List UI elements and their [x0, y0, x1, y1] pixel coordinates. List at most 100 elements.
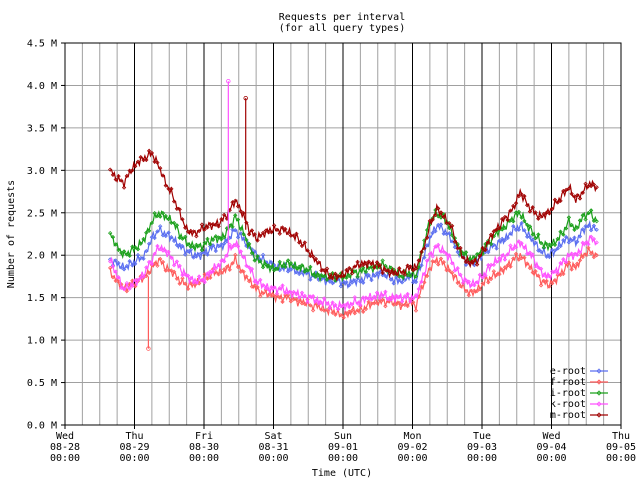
- x-tick-label-0-time: 00:00: [50, 453, 80, 464]
- f-root-point: [438, 256, 444, 261]
- m-root-point: [110, 172, 116, 178]
- f-root-point: [169, 268, 174, 273]
- f-root-point: [219, 270, 224, 275]
- f-root-point: [533, 269, 538, 274]
- series-layer: [108, 78, 599, 351]
- i-root-point: [360, 265, 366, 270]
- f-root-point: [402, 302, 408, 308]
- f-root-point: [569, 267, 574, 272]
- e-root-point: [586, 223, 591, 229]
- m-root-point: [594, 185, 599, 190]
- m-root-point: [235, 204, 241, 209]
- e-root-point: [486, 250, 491, 255]
- f-root-point: [522, 255, 527, 260]
- e-root-point: [547, 254, 552, 260]
- i-root-point: [196, 243, 202, 248]
- f-root-point: [374, 300, 380, 306]
- k-root-point: [369, 297, 374, 302]
- i-root-point: [180, 236, 185, 241]
- f-root-point: [433, 259, 438, 264]
- e-root-point: [260, 252, 266, 258]
- m-root-point: [294, 231, 299, 236]
- m-root-point: [541, 211, 547, 217]
- i-root-point: [152, 211, 157, 216]
- m-root-point: [447, 221, 452, 226]
- k-root-point: [158, 246, 163, 252]
- m-root-point: [160, 173, 166, 178]
- k-root-point: [213, 265, 218, 271]
- m-root-point: [216, 224, 221, 229]
- e-root-point: [438, 222, 444, 227]
- i-root-point: [238, 226, 244, 232]
- e-root-point: [424, 243, 430, 248]
- m-root-point: [202, 227, 207, 232]
- f-root-point: [516, 257, 522, 262]
- x-tick-label-8-day: Thu: [612, 431, 630, 442]
- y-tick-label-9: 4.5 M: [27, 39, 57, 50]
- f-root-point: [505, 263, 510, 268]
- f-root-point: [174, 276, 180, 281]
- k-root-point: [594, 240, 599, 245]
- m-root-point: [297, 240, 302, 245]
- f-root-point: [213, 269, 218, 275]
- i-root-point: [113, 242, 118, 247]
- m-root-point: [238, 209, 244, 214]
- f-root-point: [561, 271, 566, 277]
- m-root-point: [130, 168, 135, 173]
- e-root-point: [347, 282, 352, 288]
- k-root-point: [110, 264, 116, 269]
- f-root-point: [594, 253, 599, 258]
- m-root-point: [519, 192, 524, 197]
- k-root-point: [463, 278, 469, 283]
- i-root-point: [260, 265, 266, 270]
- y-tick-label-7: 3.5 M: [27, 123, 57, 134]
- x-tick-label-1-date: 08-29: [119, 442, 149, 453]
- e-root-point: [372, 273, 377, 278]
- k-root-point: [563, 259, 569, 265]
- f-root-point: [280, 299, 285, 304]
- e-root-point: [422, 255, 427, 260]
- f-root-point: [366, 299, 371, 305]
- e-root-point: [177, 242, 182, 247]
- e-root-point: [135, 252, 141, 258]
- k-root-point: [358, 302, 363, 308]
- i-root-point: [149, 220, 155, 226]
- legend-marker-m-root: [596, 412, 602, 418]
- e-root-point: [580, 227, 585, 232]
- m-root-point: [149, 150, 155, 156]
- m-root-point: [413, 266, 419, 271]
- k-root-point: [249, 266, 255, 272]
- m-root-point: [441, 214, 446, 220]
- k-root-point: [555, 270, 560, 276]
- k-root-point: [436, 242, 441, 248]
- e-root-point: [127, 259, 132, 264]
- f-root-point: [422, 280, 427, 285]
- i-root-point: [221, 235, 227, 240]
- m-root-series: [108, 148, 599, 281]
- e-root-point: [344, 279, 349, 285]
- e-root-point: [552, 248, 558, 253]
- k-root-point: [513, 245, 519, 250]
- f-root-point: [383, 304, 388, 309]
- m-root-point: [438, 210, 444, 215]
- f-root-point: [427, 266, 433, 271]
- k-root-point: [169, 255, 174, 261]
- i-root-point: [299, 263, 305, 268]
- k-root-point: [313, 298, 319, 304]
- f-root-point: [180, 276, 185, 281]
- m-root-point: [144, 157, 149, 163]
- k-root-point: [352, 295, 357, 300]
- f-root-point: [233, 252, 238, 258]
- i-root-point: [569, 222, 574, 228]
- k-root-point: [427, 251, 433, 257]
- m-root-point: [155, 160, 160, 165]
- legend-label-i-root: i-root: [550, 388, 586, 399]
- m-root-point: [255, 238, 260, 243]
- f-root-point: [324, 307, 330, 313]
- m-root-point: [388, 269, 394, 275]
- e-root-point: [227, 235, 232, 240]
- i-root-point: [522, 218, 527, 224]
- f-root-point: [488, 276, 494, 282]
- m-root-spike-point-1: [243, 95, 248, 101]
- f-root-point: [447, 268, 452, 273]
